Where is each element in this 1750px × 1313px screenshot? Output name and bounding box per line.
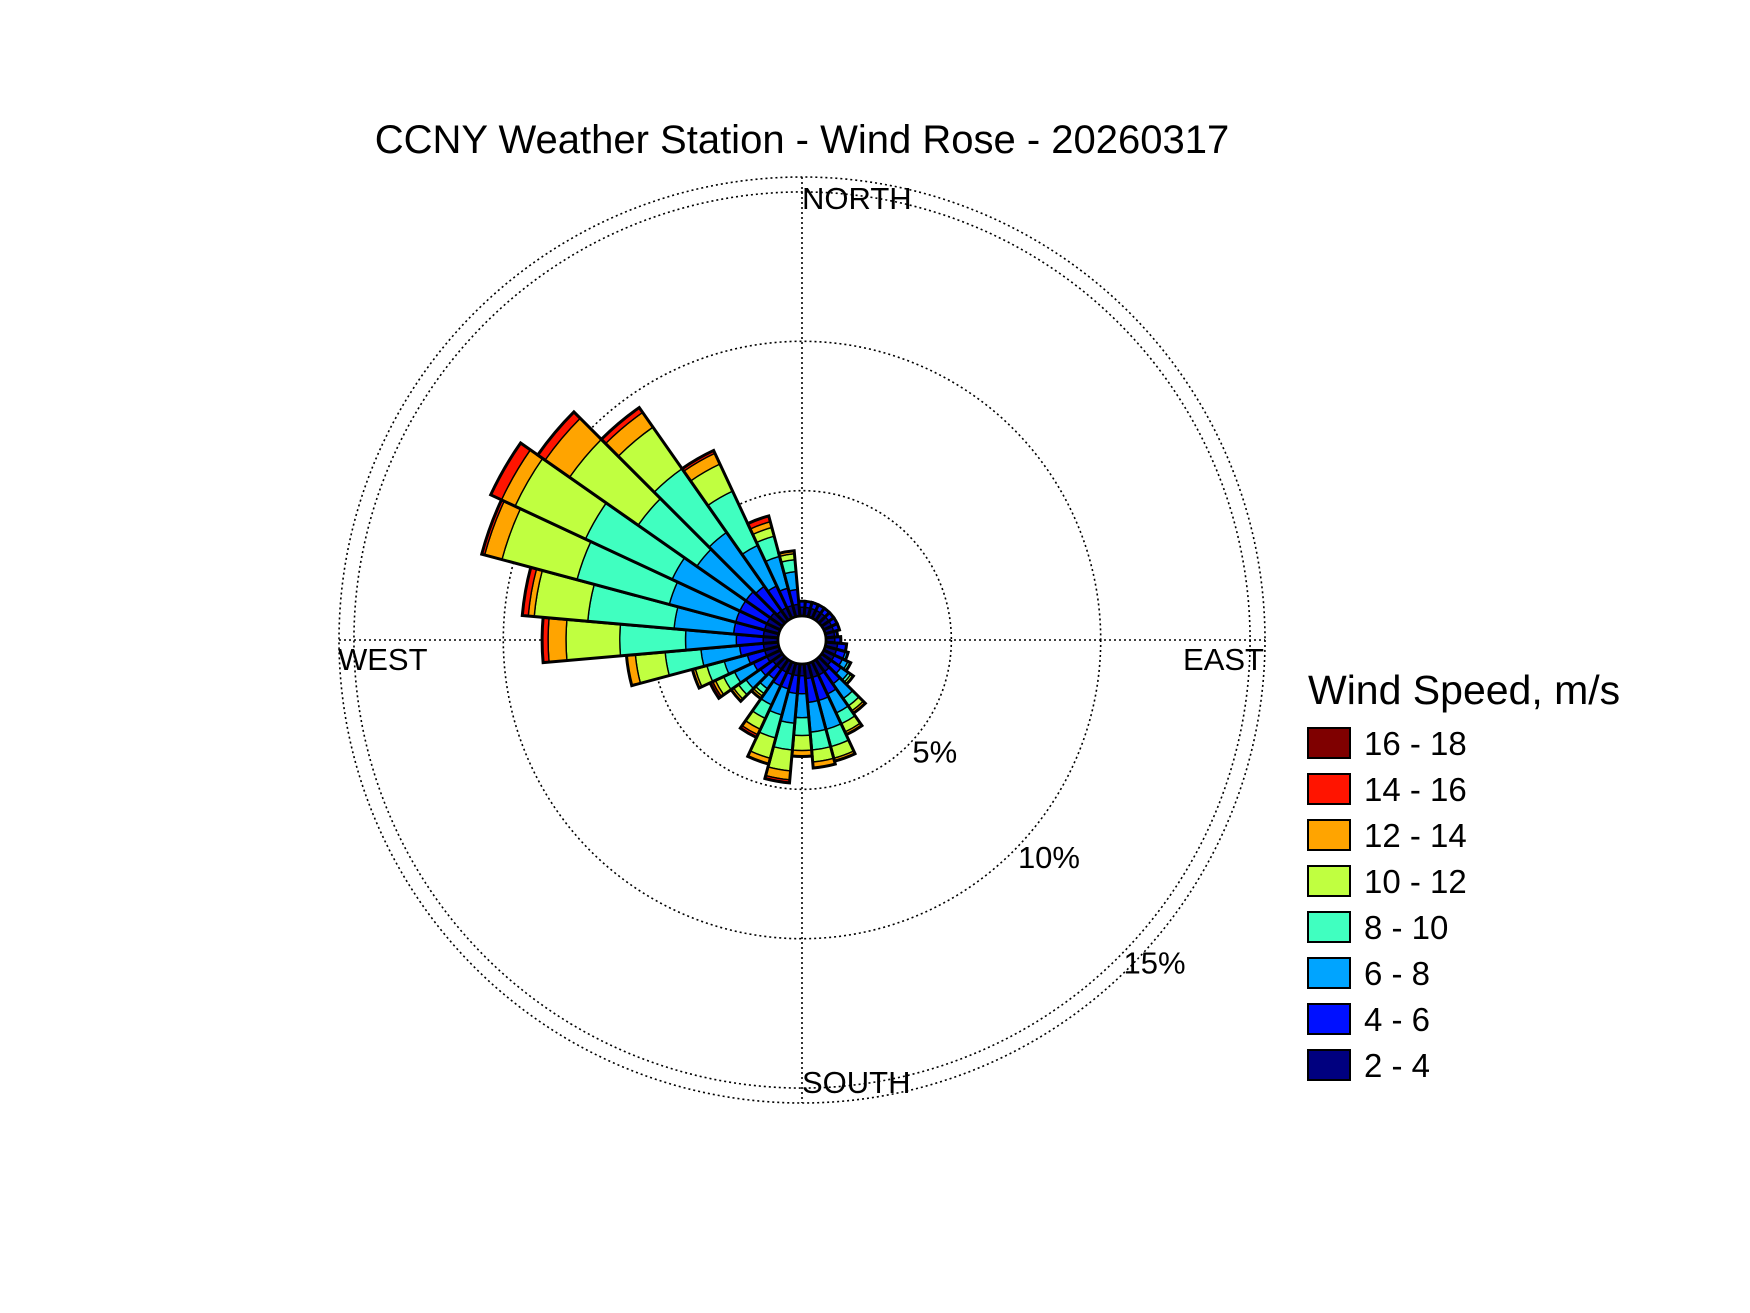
ring-label-5: 5% xyxy=(912,734,957,769)
legend-label-4: 8 - 10 xyxy=(1364,909,1448,946)
legend: Wind Speed, m/s 16 - 18 14 - 16 12 - 14 10 … xyxy=(1307,667,1620,1084)
grid-ring-5 xyxy=(651,489,953,791)
legend-swatch-3 xyxy=(1307,865,1351,897)
sector-310 xyxy=(535,409,788,629)
polar-grid xyxy=(338,176,1266,1104)
sector-330 xyxy=(679,448,794,623)
legend-label-7: 2 - 4 xyxy=(1364,1047,1430,1084)
wind-sectors xyxy=(479,405,868,785)
chart-title: CCNY Weather Station - Wind Rose - 20260… xyxy=(375,118,1230,162)
legend-label-5: 6 - 8 xyxy=(1364,955,1430,992)
legend-swatch-5 xyxy=(1307,957,1351,989)
legend-label-1: 14 - 16 xyxy=(1364,771,1467,808)
calm-circle xyxy=(776,614,828,666)
legend-swatch-7 xyxy=(1307,1049,1351,1081)
sector-340 xyxy=(745,514,798,621)
legend-label-0: 16 - 18 xyxy=(1364,725,1467,762)
legend-label-3: 10 - 12 xyxy=(1364,863,1467,900)
ring-label-15: 15% xyxy=(1124,946,1186,981)
sector-240 xyxy=(707,648,785,701)
sector-320 xyxy=(599,405,791,626)
east-label: EAST xyxy=(1183,642,1264,677)
legend-label-6: 4 - 6 xyxy=(1364,1001,1430,1038)
sector-180-bin-4 xyxy=(791,734,813,752)
radial-tick-labels: 5% 10% 15% xyxy=(912,734,1185,980)
sector-350 xyxy=(776,549,802,619)
north-label: NORTH xyxy=(802,181,912,216)
legend-title: Wind Speed, m/s xyxy=(1308,667,1620,713)
legend-swatch-4 xyxy=(1307,911,1351,943)
legend-swatch-6 xyxy=(1307,1003,1351,1035)
ring-label-10: 10% xyxy=(1018,840,1080,875)
west-label: WEST xyxy=(338,642,428,677)
south-label: SOUTH xyxy=(802,1065,911,1100)
sector-270-bin-4 xyxy=(565,618,622,662)
sector-270-bin-5 xyxy=(547,617,568,663)
legend-label-2: 12 - 14 xyxy=(1364,817,1467,854)
legend-swatch-2 xyxy=(1307,819,1351,851)
legend-swatch-1 xyxy=(1307,773,1351,805)
legend-swatch-0 xyxy=(1307,727,1351,759)
calm-circle-shape xyxy=(776,614,828,666)
